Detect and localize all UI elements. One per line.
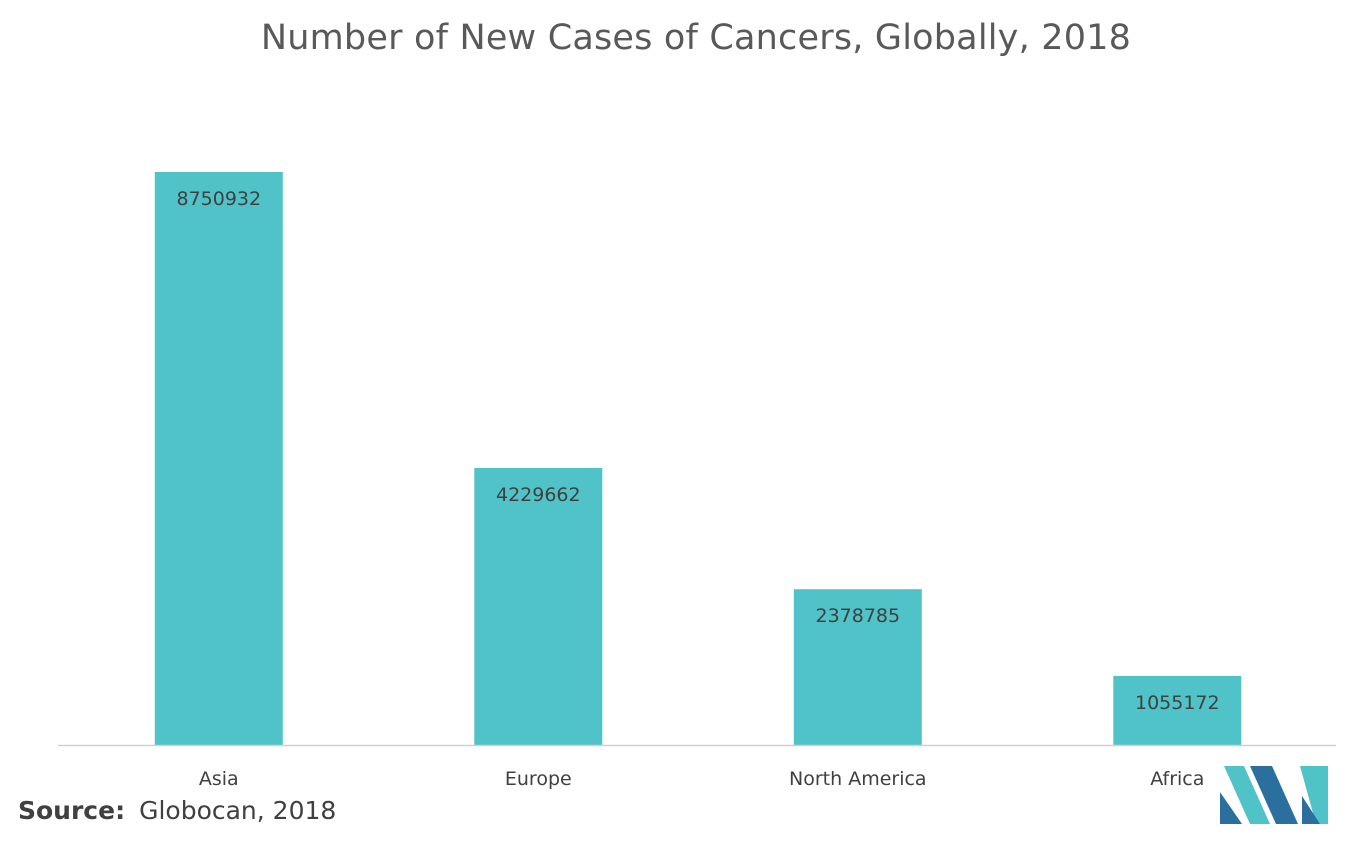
logo-shape-right bbox=[1300, 766, 1328, 824]
bar-asia bbox=[154, 172, 283, 745]
bar-north-america bbox=[793, 589, 922, 745]
data-label-north-america: 2378785 bbox=[815, 605, 900, 627]
category-label-europe: Europe bbox=[505, 768, 572, 790]
bars-group bbox=[154, 172, 1242, 745]
data-label-europe: 4229662 bbox=[496, 484, 581, 506]
category-label-north-america: North America bbox=[789, 768, 927, 790]
data-label-asia: 8750932 bbox=[176, 188, 261, 210]
logo-shape-right-dark bbox=[1302, 796, 1320, 824]
source-label: Source: bbox=[18, 796, 126, 825]
logo-shape-mid bbox=[1250, 766, 1298, 824]
category-label-africa: Africa bbox=[1150, 768, 1204, 790]
logo-shape-left-bar bbox=[1224, 766, 1270, 824]
logo-shape-left bbox=[1220, 792, 1242, 824]
mordor-intelligence-logo-icon bbox=[1220, 766, 1328, 824]
source-note: Source: Globocan, 2018 bbox=[18, 796, 336, 825]
data-labels-group: 8750932 4229662 2378785 1055172 bbox=[176, 188, 1219, 714]
source-text: Globocan, 2018 bbox=[139, 796, 337, 825]
bar-africa bbox=[1113, 675, 1242, 745]
category-label-asia: Asia bbox=[199, 768, 239, 790]
data-label-africa: 1055172 bbox=[1135, 692, 1220, 714]
chart-title: Number of New Cases of Cancers, Globally… bbox=[260, 18, 1132, 58]
category-labels-group: Asia Europe North America Africa bbox=[199, 768, 1205, 790]
bar-europe bbox=[474, 468, 603, 745]
